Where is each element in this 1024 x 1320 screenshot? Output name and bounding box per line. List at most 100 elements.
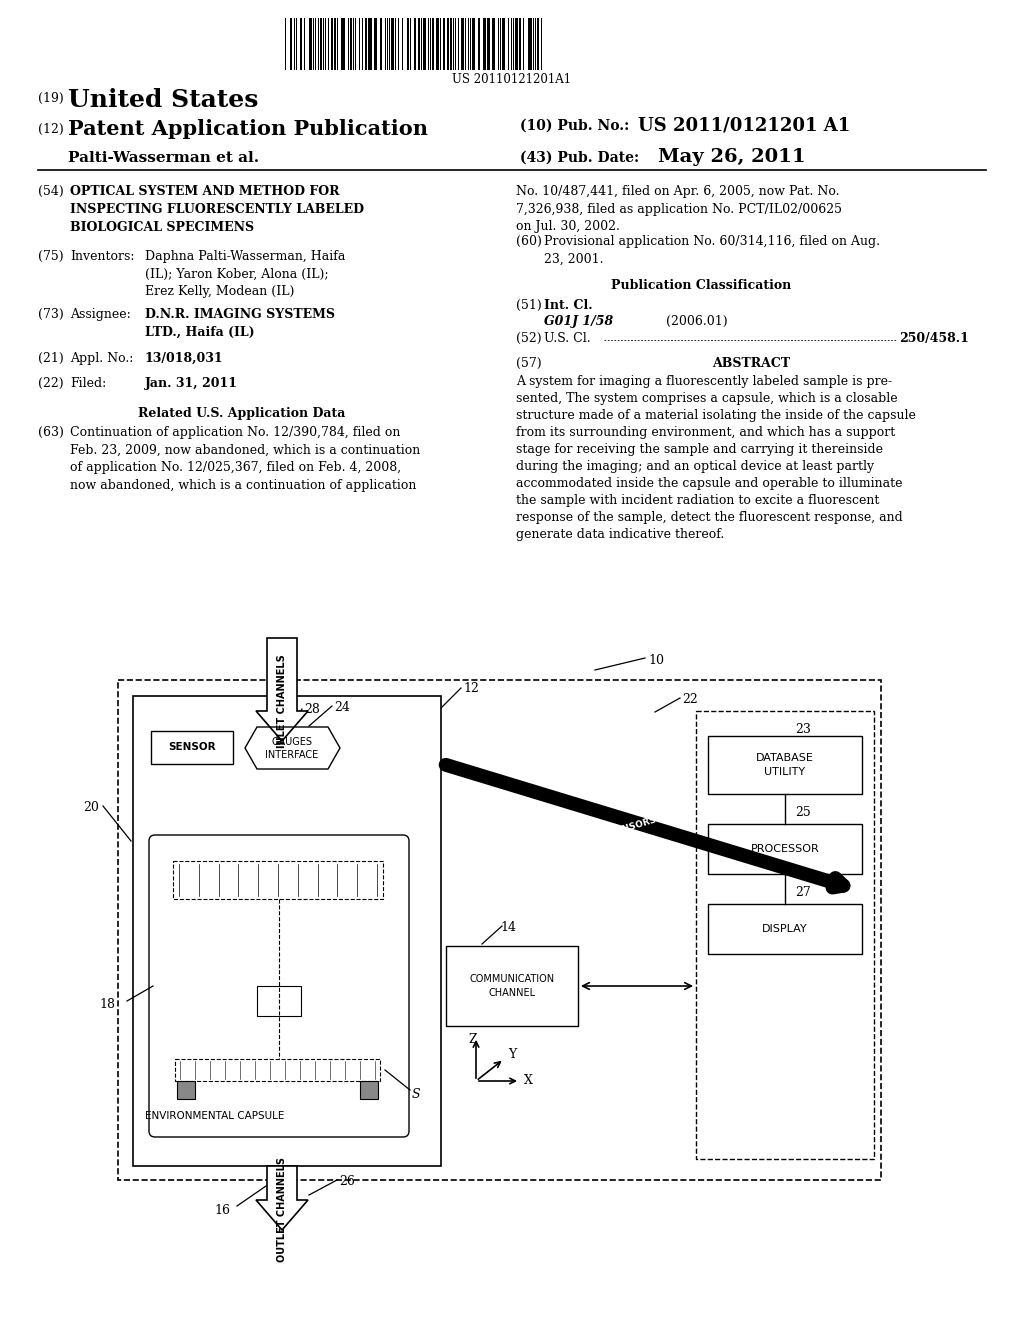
Text: UTILITY: UTILITY — [765, 767, 806, 777]
Text: (12): (12) — [38, 123, 63, 136]
Text: A system for imaging a fluorescently labeled sample is pre-
sented, The system c: A system for imaging a fluorescently lab… — [516, 375, 915, 541]
Bar — [515, 18, 518, 70]
Text: 12: 12 — [463, 682, 479, 696]
Text: 14: 14 — [500, 921, 516, 935]
Text: (54): (54) — [38, 185, 63, 198]
Text: US 20110121201A1: US 20110121201A1 — [453, 73, 571, 86]
Bar — [487, 18, 490, 70]
Text: Jan. 31, 2011: Jan. 31, 2011 — [145, 378, 238, 389]
Bar — [360, 1081, 378, 1100]
Text: G01J 1/58: G01J 1/58 — [544, 315, 613, 327]
Text: U.S. Cl.: U.S. Cl. — [544, 333, 591, 345]
Bar — [502, 18, 505, 70]
Text: 13/018,031: 13/018,031 — [145, 352, 223, 366]
Bar — [450, 18, 452, 70]
Text: 20: 20 — [83, 801, 99, 814]
Text: (60): (60) — [516, 235, 542, 248]
Bar — [414, 18, 416, 70]
Text: INLET CHANNELS: INLET CHANNELS — [278, 655, 287, 748]
Text: (19): (19) — [38, 92, 63, 106]
Bar — [133, 696, 441, 1166]
Text: 24: 24 — [334, 701, 350, 714]
Text: (73): (73) — [38, 308, 63, 321]
Text: Int. Cl.: Int. Cl. — [544, 300, 593, 312]
Bar — [257, 986, 301, 1016]
Bar — [537, 18, 539, 70]
Bar — [472, 18, 475, 70]
Bar — [365, 18, 367, 70]
Text: 27: 27 — [795, 886, 811, 899]
Text: S: S — [412, 1088, 421, 1101]
Text: INTERFACE: INTERFACE — [265, 750, 318, 760]
Polygon shape — [256, 638, 308, 741]
Text: COMMUNICATION: COMMUNICATION — [469, 974, 555, 983]
Text: Palti-Wasserman et al.: Palti-Wasserman et al. — [68, 150, 259, 165]
Bar — [461, 18, 464, 70]
Text: (21): (21) — [38, 352, 63, 366]
Bar — [368, 18, 372, 70]
Text: (51): (51) — [516, 300, 542, 312]
Text: (10) Pub. No.:: (10) Pub. No.: — [520, 119, 630, 133]
Text: (22): (22) — [38, 378, 63, 389]
Text: (63): (63) — [38, 426, 63, 440]
Bar — [492, 18, 495, 70]
Text: PROCESSOR: PROCESSOR — [751, 843, 819, 854]
Text: 250/458.1: 250/458.1 — [899, 333, 969, 345]
Text: 10: 10 — [648, 653, 664, 667]
Bar — [334, 18, 336, 70]
Text: Assignee:: Assignee: — [70, 308, 131, 321]
Text: 26: 26 — [339, 1175, 355, 1188]
Text: 16: 16 — [214, 1204, 230, 1217]
Text: DATABASE: DATABASE — [756, 752, 814, 763]
Bar — [407, 18, 409, 70]
Bar — [290, 18, 292, 70]
Bar — [418, 18, 420, 70]
Text: CHANNEL: CHANNEL — [488, 987, 536, 998]
Text: Appl. No.:: Appl. No.: — [70, 352, 133, 366]
Text: DISPLAY: DISPLAY — [762, 924, 808, 935]
Bar — [432, 18, 434, 70]
Bar — [350, 18, 352, 70]
Text: Provisional application No. 60/314,116, filed on Aug.
23, 2001.: Provisional application No. 60/314,116, … — [544, 235, 880, 265]
Text: Related U.S. Application Data: Related U.S. Application Data — [138, 407, 345, 420]
Text: (75): (75) — [38, 249, 63, 263]
Bar — [443, 18, 445, 70]
Text: GAUGES: GAUGES — [271, 737, 312, 747]
Bar — [151, 731, 233, 764]
Text: OUTLET CHANNELS: OUTLET CHANNELS — [278, 1158, 287, 1262]
Text: Inventors:: Inventors: — [70, 249, 134, 263]
Bar — [446, 946, 578, 1026]
Text: SENSOR: SENSOR — [168, 742, 216, 752]
Text: D.N.R. IMAGING SYSTEMS
LTD., Haifa (IL): D.N.R. IMAGING SYSTEMS LTD., Haifa (IL) — [145, 308, 335, 338]
Bar — [341, 18, 345, 70]
Text: Y: Y — [508, 1048, 516, 1061]
Text: OPTICAL SYSTEM AND METHOD FOR
INSPECTING FLUORESCENTLY LABELED
BIOLOGICAL SPECIM: OPTICAL SYSTEM AND METHOD FOR INSPECTING… — [70, 185, 364, 234]
Bar — [300, 18, 302, 70]
Text: United States: United States — [68, 88, 258, 112]
Text: May 26, 2011: May 26, 2011 — [658, 148, 806, 166]
Bar — [380, 18, 382, 70]
Bar — [478, 18, 480, 70]
Text: Filed:: Filed: — [70, 378, 106, 389]
Bar — [118, 680, 881, 1180]
Bar — [319, 18, 322, 70]
Bar — [708, 824, 862, 874]
Text: 23: 23 — [795, 723, 811, 737]
Text: (57): (57) — [516, 356, 542, 370]
Text: 28: 28 — [304, 704, 319, 715]
Bar — [436, 18, 439, 70]
Bar — [483, 18, 486, 70]
Text: 18: 18 — [99, 998, 115, 1011]
Text: 25: 25 — [795, 807, 811, 818]
Text: 22: 22 — [682, 693, 697, 706]
Bar — [708, 737, 862, 795]
Bar — [528, 18, 532, 70]
Text: ABSTRACT: ABSTRACT — [712, 356, 791, 370]
Text: US 2011/0121201 A1: US 2011/0121201 A1 — [638, 116, 850, 135]
Text: (52): (52) — [516, 333, 542, 345]
Text: Daphna Palti-Wasserman, Haifa
(IL); Yaron Kober, Alona (IL);
Erez Kelly, Modean : Daphna Palti-Wasserman, Haifa (IL); Yaro… — [145, 249, 345, 298]
Text: Publication Classification: Publication Classification — [611, 279, 792, 292]
Bar — [519, 18, 521, 70]
Text: ENVIRONMENTAL CAPSULE: ENVIRONMENTAL CAPSULE — [145, 1111, 285, 1121]
Bar — [708, 904, 862, 954]
